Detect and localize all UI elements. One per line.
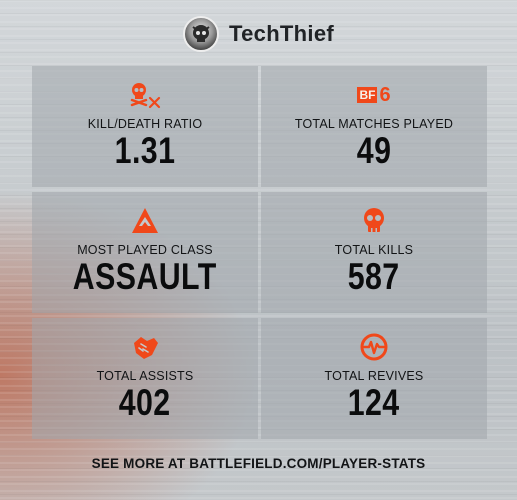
stat-tile-class: MOST PLAYED CLASS ASSAULT [32,192,258,313]
bf6-logo-icon: BF 6 [357,80,391,110]
stat-value: 124 [348,382,400,423]
stat-value: ASSAULT [73,256,217,297]
profile-header: TechThief [0,14,517,54]
revive-heartbeat-icon [359,332,389,362]
stat-tile-assists: TOTAL ASSISTS 402 [32,318,258,439]
stat-tile-matches: BF 6 TOTAL MATCHES PLAYED 49 [261,66,487,187]
skull-icon [361,206,387,236]
bf-badge: BF [357,87,378,103]
stat-value: 49 [356,130,392,171]
bf-number: 6 [379,84,391,106]
skull-crossed-icon [128,80,162,110]
stat-label: TOTAL MATCHES PLAYED [294,117,454,131]
stat-label: TOTAL ASSISTS [96,369,194,383]
stat-label: TOTAL REVIVES [324,369,424,383]
assault-class-icon [130,206,160,236]
stat-tile-kills: TOTAL KILLS 587 [261,192,487,313]
stat-value: 1.31 [114,130,176,171]
stat-value: 402 [119,382,171,423]
stat-label: TOTAL KILLS [334,243,414,257]
username: TechThief [229,21,334,46]
stat-tile-revives: TOTAL REVIVES 124 [261,318,487,439]
stat-label: KILL/DEATH RATIO [87,117,203,131]
handshake-icon [130,332,160,362]
skull-helmet-avatar [192,25,210,42]
stat-value: 587 [348,256,400,297]
stat-label: MOST PLAYED CLASS [77,243,213,257]
stats-grid: KILL/DEATH RATIO 1.31 BF 6 TOTAL MATCHES… [32,66,487,439]
stat-tile-kd: KILL/DEATH RATIO 1.31 [32,66,258,187]
avatar[interactable] [183,16,220,52]
player-stats-link[interactable]: SEE MORE AT BATTLEFIELD.COM/PLAYER-STATS [91,456,426,471]
